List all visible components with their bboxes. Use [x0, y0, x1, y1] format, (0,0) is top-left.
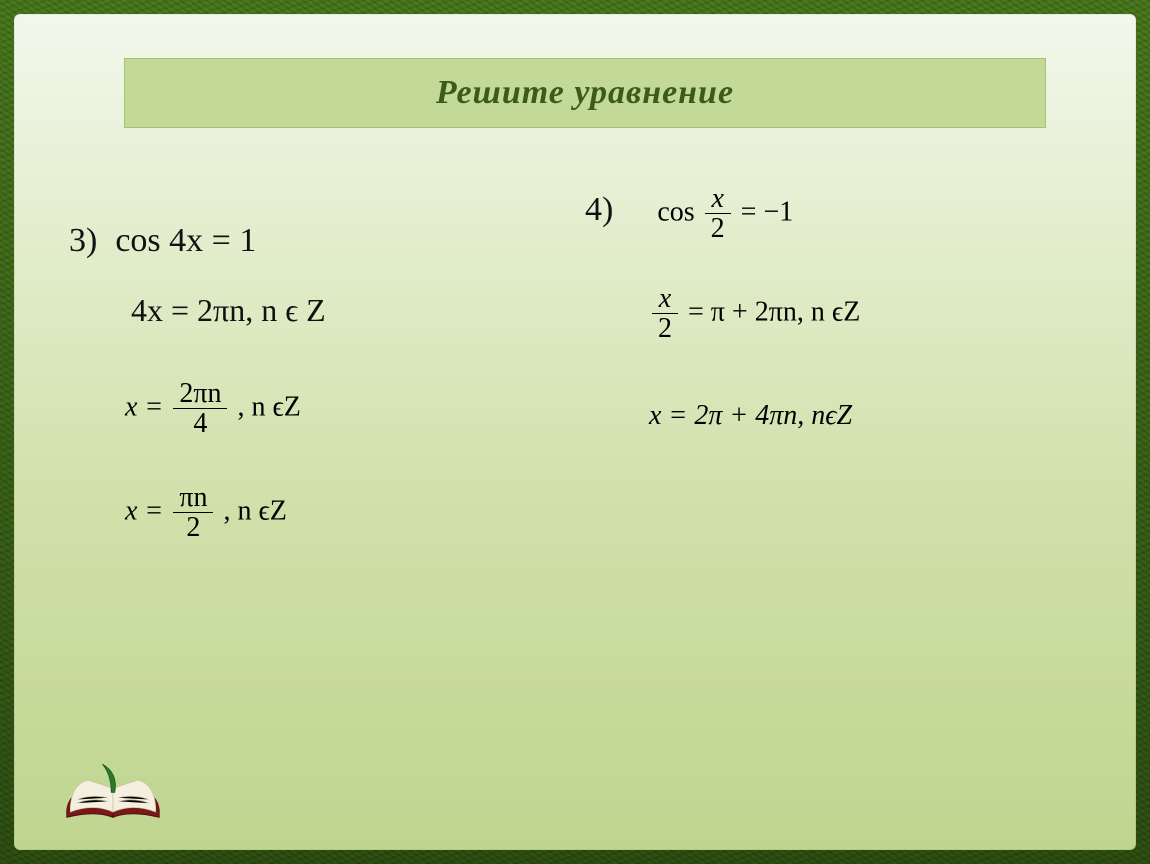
problem-3-statement: 3) cos 4x = 1	[69, 222, 575, 260]
step2-tail: , n ϵZ	[237, 391, 300, 422]
slide-title: Решите уравнение	[436, 74, 734, 112]
s1-frac-num: x	[653, 284, 677, 313]
problem-4-step-1: x 2 = π + 2πn, n ϵZ	[649, 284, 1081, 344]
step3-lhs: x =	[125, 495, 163, 526]
problem-3-equation: cos 4x = 1	[115, 222, 256, 260]
problem-3-step-1: 4x = 2πn, n ϵ Z	[131, 292, 575, 329]
problem-3-work: 4x = 2πn, n ϵ Z x = 2πn 4 , n ϵZ x =	[69, 292, 575, 543]
s2: x = 2π + 4πn, nϵZ	[649, 400, 852, 431]
problem-4-equation: cos x 2 = −1	[657, 184, 793, 244]
slide-frame: Решите уравнение 3) cos 4x = 1 4x = 2πn,…	[0, 0, 1150, 864]
step3-tail: , n ϵZ	[223, 495, 286, 526]
title-bar: Решите уравнение	[124, 58, 1046, 128]
problem-4-step-2: x = 2π + 4πn, nϵZ	[649, 400, 1081, 432]
problem-4-label: 4)	[585, 191, 613, 229]
step3-frac-num: πn	[173, 483, 213, 512]
open-book-icon	[58, 748, 168, 828]
problem-3-label: 3)	[69, 222, 97, 260]
column-problem-3: 3) cos 4x = 1 4x = 2πn, n ϵ Z x = 2πn 4	[69, 184, 575, 561]
slide-body: Решите уравнение 3) cos 4x = 1 4x = 2πn,…	[14, 14, 1136, 850]
step3-fraction: πn 2	[173, 483, 213, 543]
s1-frac-den: 2	[652, 314, 678, 343]
problem-3-step-2: x = 2πn 4 , n ϵZ	[125, 379, 575, 439]
s1-fraction: x 2	[652, 284, 678, 344]
column-problem-4: 4) cos x 2 = −1	[575, 184, 1081, 561]
eq-frac-den: 2	[705, 214, 731, 243]
eq-frac-num: x	[705, 184, 729, 213]
step2-lhs: x =	[125, 391, 163, 422]
eq-rhs: = −1	[741, 196, 794, 227]
eq-fraction: x 2	[705, 184, 731, 244]
step3-frac-den: 2	[180, 513, 206, 542]
problem-4-statement: 4) cos x 2 = −1	[585, 184, 1081, 244]
step2-frac-den: 4	[187, 409, 213, 438]
eq-lhs: cos	[657, 196, 694, 227]
content-area: 3) cos 4x = 1 4x = 2πn, n ϵ Z x = 2πn 4	[14, 184, 1136, 850]
step2-fraction: 2πn 4	[173, 379, 227, 439]
problem-4-work: x 2 = π + 2πn, n ϵZ x = 2π + 4πn, nϵZ	[575, 284, 1081, 432]
s1-rhs: = π + 2πn, n ϵZ	[688, 296, 860, 327]
problem-3-step-3: x = πn 2 , n ϵZ	[125, 483, 575, 543]
step2-frac-num: 2πn	[173, 379, 227, 408]
